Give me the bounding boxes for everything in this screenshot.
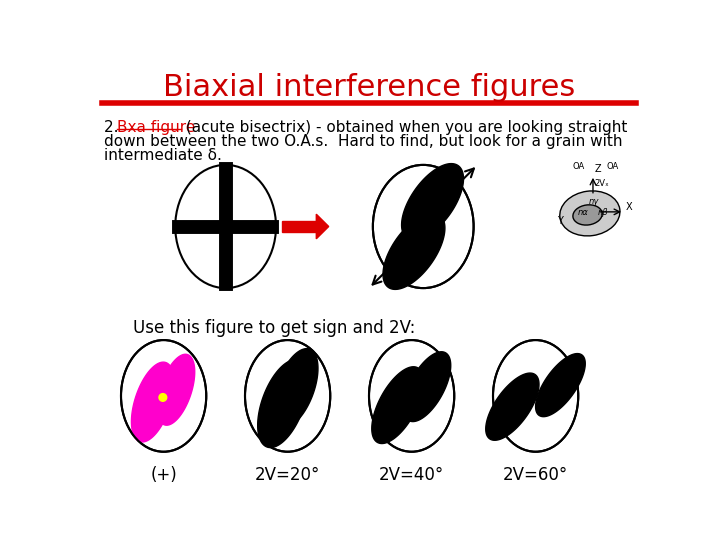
Polygon shape <box>158 354 194 425</box>
Text: intermediate δ.: intermediate δ. <box>104 148 222 163</box>
Polygon shape <box>273 349 318 428</box>
Text: nγ: nγ <box>588 197 598 206</box>
Text: Bxa figure: Bxa figure <box>117 120 195 135</box>
Text: Use this figure to get sign and 2V:: Use this figure to get sign and 2V: <box>132 319 415 337</box>
Text: nβ: nβ <box>598 208 608 217</box>
Text: 2V=20°: 2V=20° <box>255 465 320 484</box>
Text: (acute bisectrix) - obtained when you are looking straight: (acute bisectrix) - obtained when you ar… <box>181 120 628 135</box>
Polygon shape <box>383 213 445 289</box>
Text: 2V=60°: 2V=60° <box>503 465 568 484</box>
Text: (+): (+) <box>150 465 177 484</box>
Polygon shape <box>258 360 308 448</box>
Text: 2V=40°: 2V=40° <box>379 465 444 484</box>
Text: nα: nα <box>577 208 588 217</box>
Text: 2Vₓ: 2Vₓ <box>595 179 609 188</box>
Text: down between the two O.A.s.  Hard to find, but look for a grain with: down between the two O.A.s. Hard to find… <box>104 134 623 149</box>
Text: Y: Y <box>557 216 563 226</box>
Polygon shape <box>486 373 539 440</box>
Polygon shape <box>316 214 329 239</box>
Text: 2.: 2. <box>104 120 123 135</box>
Text: Biaxial interference figures: Biaxial interference figures <box>163 73 575 103</box>
Text: OA: OA <box>573 162 585 171</box>
Text: Z: Z <box>595 164 601 174</box>
Ellipse shape <box>175 165 276 288</box>
Text: X: X <box>626 201 632 212</box>
Text: OA: OA <box>607 162 619 171</box>
Ellipse shape <box>493 340 578 452</box>
Ellipse shape <box>369 340 454 452</box>
Polygon shape <box>372 367 423 443</box>
Circle shape <box>159 394 167 401</box>
Polygon shape <box>402 164 464 240</box>
Polygon shape <box>403 352 451 422</box>
Ellipse shape <box>121 340 206 452</box>
Polygon shape <box>132 362 174 442</box>
Ellipse shape <box>573 205 602 225</box>
Ellipse shape <box>559 191 620 236</box>
Polygon shape <box>282 221 318 232</box>
Ellipse shape <box>245 340 330 452</box>
Polygon shape <box>536 354 585 417</box>
Ellipse shape <box>373 165 474 288</box>
